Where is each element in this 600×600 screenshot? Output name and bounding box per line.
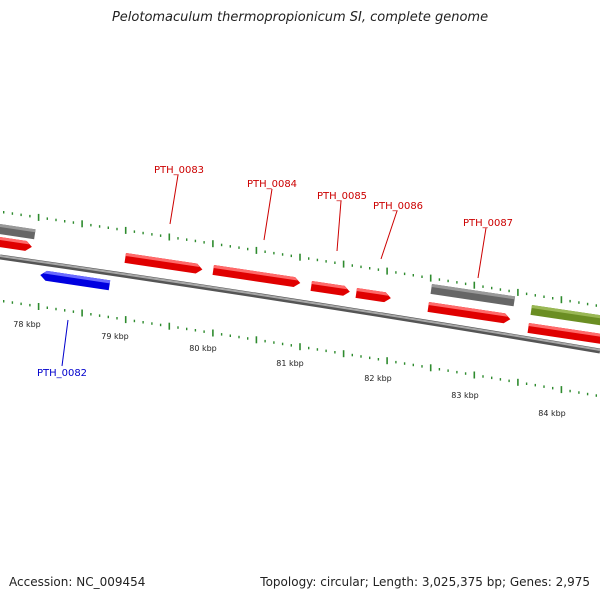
leader-pth-0087 (477, 227, 487, 279)
leader-pth-0084 (263, 188, 273, 241)
gene-red-right[interactable] (527, 323, 600, 345)
length-value: 3,025,375 bp; (421, 575, 507, 589)
label-pth-0082[interactable]: PTH_0082 (37, 368, 87, 379)
leader-pth-0082 (61, 319, 69, 367)
gene-pth-0086[interactable] (355, 288, 392, 303)
scale-label-80kbp: 80 kbp (189, 344, 217, 353)
map-title: Pelotomaculum thermopropionicum SI, comp… (111, 10, 489, 25)
scale-label-78kbp: 78 kbp (13, 320, 41, 329)
gene-pth-0087[interactable] (427, 302, 512, 324)
scale-label-81kbp: 81 kbp (276, 359, 304, 368)
summary-footer: Topology: circular; Length: 3,025,375 bp… (260, 575, 590, 589)
topology-value: circular; (320, 575, 369, 589)
leader-pth-0085 (336, 200, 342, 252)
scale-label-83kbp: 83 kbp (451, 391, 479, 400)
label-pth-0084[interactable]: PTH_0084 (247, 179, 297, 190)
inner-tick-track (3, 300, 597, 397)
leader-pth-0086 (380, 210, 398, 260)
gene-features (0, 223, 600, 345)
gene-gray-left[interactable] (0, 223, 36, 240)
gene-gray-right[interactable] (430, 284, 516, 307)
outer-tick-track (3, 211, 597, 307)
scale-label-82kbp: 82 kbp (364, 374, 392, 383)
gene-red-left[interactable] (0, 236, 33, 251)
length-label: Length: (372, 575, 419, 589)
gene-pth-0085[interactable] (310, 281, 351, 297)
leader-pth-0083 (169, 174, 179, 225)
scale-label-84kbp: 84 kbp (538, 409, 566, 418)
accession-value: NC_009454 (76, 575, 146, 589)
gene-pth-0083[interactable] (124, 253, 204, 274)
gene-olive-right[interactable] (530, 305, 600, 327)
label-pth-0086[interactable]: PTH_0086 (373, 201, 423, 212)
accession-label: Accession: (9, 575, 73, 589)
label-pth-0083[interactable]: PTH_0083 (154, 165, 204, 176)
gene-labels: PTH_0082 PTH_0083 PTH_0084 PTH_0085 PTH_… (37, 165, 513, 379)
genome-backbone-highlight (0, 255, 600, 351)
genes-value: 2,975 (555, 575, 590, 589)
label-pth-0087[interactable]: PTH_0087 (463, 218, 513, 229)
gene-pth-0084[interactable] (212, 265, 302, 288)
topology-label: Topology: (260, 575, 317, 589)
scale-label-79kbp: 79 kbp (101, 332, 129, 341)
genes-label: Genes: (509, 575, 552, 589)
gene-pth-0082[interactable] (40, 270, 111, 291)
label-leaders (61, 174, 487, 367)
accession-footer: Accession: NC_009454 (9, 575, 145, 589)
scale-labels: 78 kbp 79 kbp 80 kbp 81 kbp 82 kbp 83 kb… (13, 320, 566, 418)
label-pth-0085[interactable]: PTH_0085 (317, 191, 367, 202)
